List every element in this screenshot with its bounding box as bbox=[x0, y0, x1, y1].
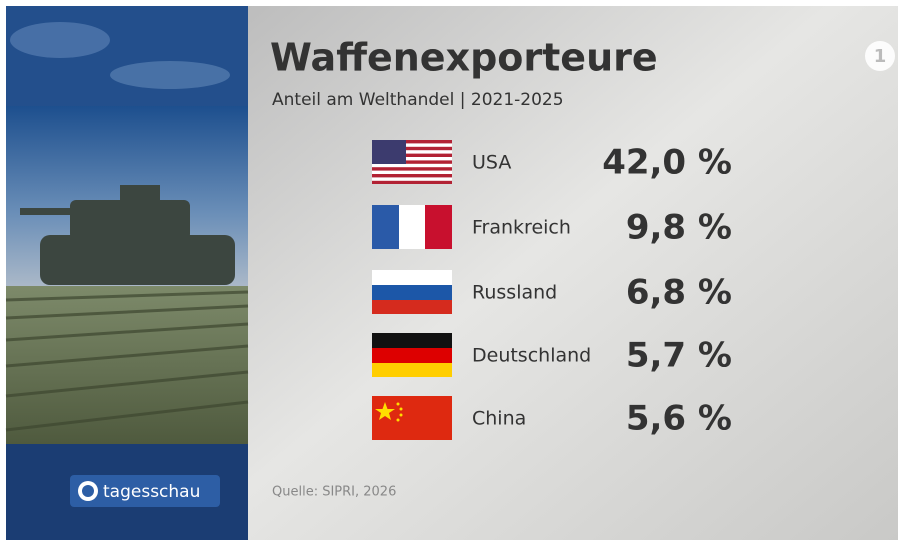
country-name: China bbox=[472, 408, 526, 430]
country-name: Deutschland bbox=[472, 345, 591, 367]
flag-france bbox=[372, 205, 452, 249]
country-name: Russland bbox=[472, 282, 557, 304]
flag-russia bbox=[372, 270, 452, 314]
channel-logo bbox=[865, 41, 895, 71]
country-name: USA bbox=[472, 152, 511, 174]
share-value: 5,7 % bbox=[626, 336, 732, 376]
channel-logo-digit: 1 bbox=[874, 46, 887, 67]
source: Quelle: SIPRI, 2026 bbox=[272, 485, 396, 500]
share-value: 42,0 % bbox=[602, 143, 732, 183]
photo-panel: tagesschau bbox=[5, 6, 249, 540]
background bbox=[248, 6, 898, 540]
country-name: Frankreich bbox=[472, 217, 571, 239]
flag-china bbox=[372, 396, 452, 440]
share-value: 9,8 % bbox=[626, 208, 732, 248]
title: Waffenexporteure bbox=[270, 36, 658, 80]
subtitle: Anteil am Welthandel | 2021-2025 bbox=[272, 90, 564, 110]
flag-germany bbox=[372, 333, 452, 377]
share-value: 5,6 % bbox=[626, 399, 732, 439]
flag-usa bbox=[372, 140, 452, 184]
share-value: 6,8 % bbox=[626, 273, 732, 313]
logo: tagesschau bbox=[103, 482, 200, 502]
